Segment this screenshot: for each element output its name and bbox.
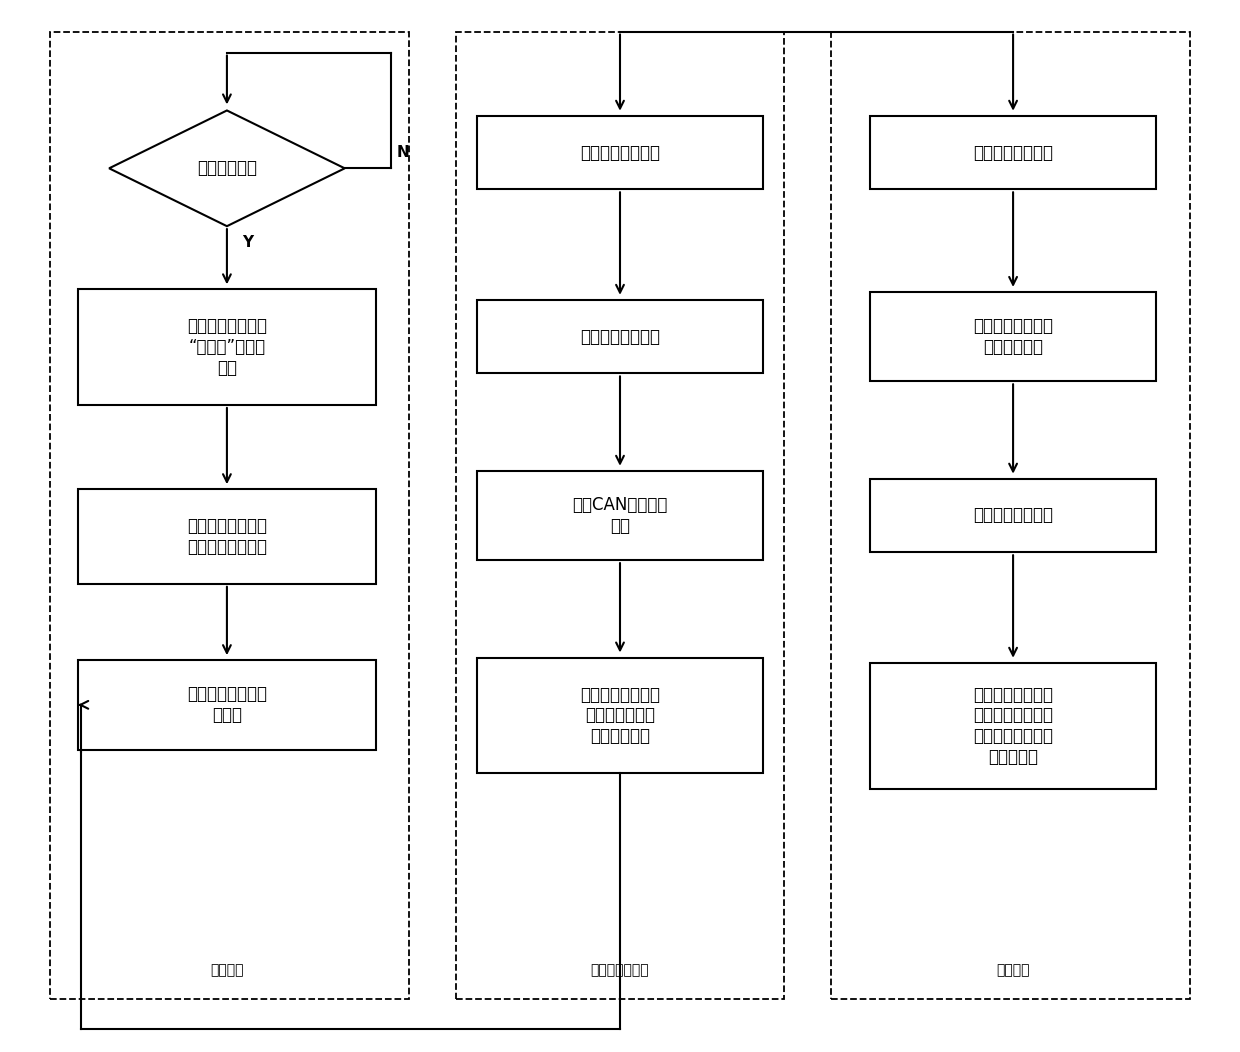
Text: 如不重复，则与历
史显示内容拼接后
赋值给界面字符串
显示控件。: 如不重复，则与历 史显示内容拼接后 赋值给界面字符串 显示控件。	[973, 686, 1053, 766]
Text: 读取发送队列数据: 读取发送队列数据	[580, 143, 660, 162]
Bar	[831, 32, 1190, 999]
Text: 待发送数据按照接
口协议组成发送帧: 待发送数据按照接 口协议组成发送帧	[187, 518, 267, 555]
Bar	[870, 663, 1156, 789]
Text: 解析欲发送数据帧: 解析欲发送数据帧	[580, 327, 660, 346]
Text: N: N	[397, 145, 409, 160]
Text: 流程按键按下: 流程按键按下	[197, 159, 257, 178]
Text: 如重复，则丢弃。: 如重复，则丢弃。	[973, 506, 1053, 525]
Bar	[870, 291, 1156, 381]
Bar	[78, 661, 376, 749]
Bar	[477, 300, 763, 373]
Text: 触发事件结构中的
“键触发”动态用
事件: 触发事件结构中的 “键触发”动态用 事件	[187, 318, 267, 377]
Bar	[78, 489, 376, 584]
Bar	[456, 32, 784, 999]
Bar	[870, 479, 1156, 552]
Text: Y: Y	[242, 235, 253, 249]
Polygon shape	[109, 110, 345, 226]
Text: 数据发送: 数据发送	[210, 963, 244, 977]
Text: 指令、数据解析: 指令、数据解析	[590, 963, 650, 977]
Text: 读取发送队列数据: 读取发送队列数据	[973, 143, 1053, 162]
Text: 数据发送: 数据发送	[996, 963, 1030, 977]
Bar	[477, 471, 763, 560]
Text: 调用CAN总线发送
函数: 调用CAN总线发送 函数	[573, 497, 667, 534]
Bar	[78, 289, 376, 405]
Bar	[477, 116, 763, 189]
Bar	[477, 658, 763, 773]
Bar	[870, 116, 1156, 189]
Bar	[50, 32, 409, 999]
Text: 判断是否与上一条
显示内容重复: 判断是否与上一条 显示内容重复	[973, 318, 1053, 356]
Text: 待发送数据放入发
送队列: 待发送数据放入发 送队列	[187, 686, 267, 724]
Text: 如未发送成功，则
将界面报警信息
放入显示队列: 如未发送成功，则 将界面报警信息 放入显示队列	[580, 686, 660, 745]
